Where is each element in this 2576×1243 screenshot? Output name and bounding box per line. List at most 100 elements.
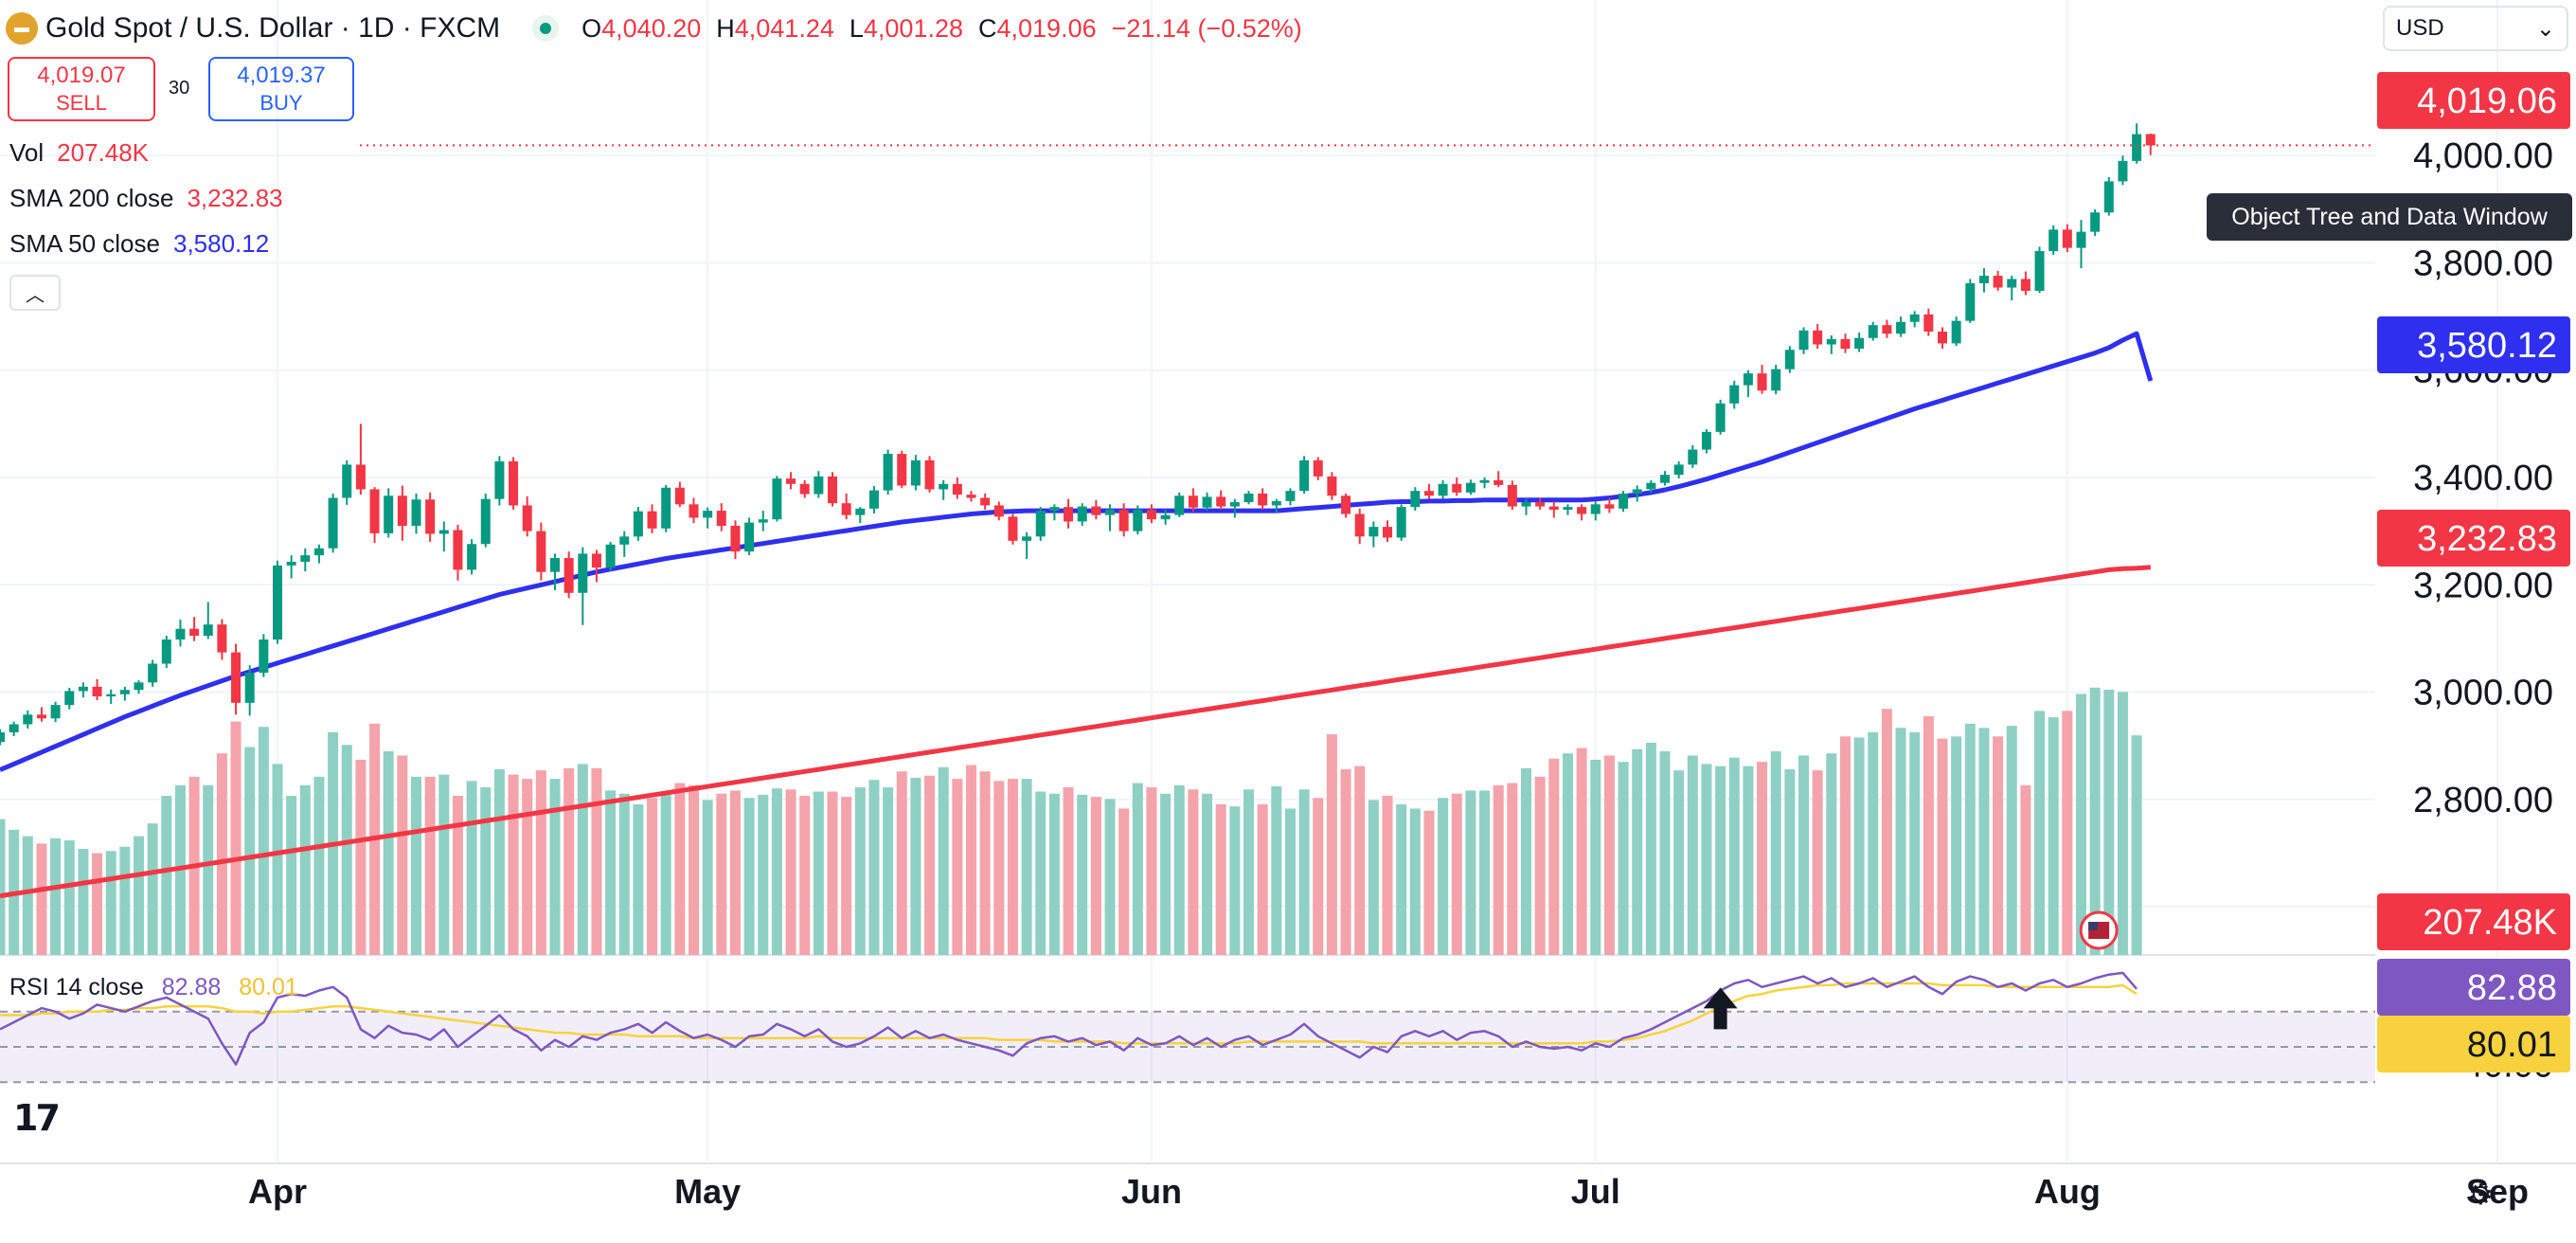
candle (980, 493, 991, 510)
candle (203, 602, 213, 640)
volume-bar (216, 753, 227, 955)
candle-body (1521, 502, 1531, 507)
volume-legend[interactable]: Vol 207.48K (9, 138, 149, 168)
close-value: 4,019.06 (996, 13, 1097, 43)
candle (273, 560, 282, 644)
candle (1299, 456, 1310, 494)
rsi-badge-text: 82.88 (2467, 968, 2557, 1008)
candle (591, 549, 601, 583)
object-tree-tooltip: Object Tree and Data Window (2207, 193, 2572, 241)
candle-body (1258, 493, 1268, 506)
sma200-legend[interactable]: SMA 200 close 3,232.83 (9, 184, 283, 213)
volume-bar (1465, 790, 1476, 955)
candle-body (814, 476, 824, 495)
candle (952, 477, 962, 499)
candle-body (924, 459, 935, 490)
volume-bar (1784, 769, 1796, 955)
volume-bar (1048, 793, 1060, 955)
high-key: H (716, 13, 735, 43)
candle (1091, 499, 1101, 520)
candle (1743, 369, 1753, 398)
volume-bar (1993, 736, 2004, 955)
candle-body (1341, 495, 1351, 514)
candle (633, 507, 643, 541)
candle-body (1022, 536, 1032, 541)
candle-body (355, 464, 366, 490)
tradingview-logo-icon[interactable]: 17 (13, 1097, 61, 1139)
candle-body (36, 714, 46, 719)
candle-body (50, 705, 61, 719)
candle-body (509, 461, 519, 506)
volume-bar (633, 803, 644, 955)
currency-select[interactable]: USD ⌄ (2383, 6, 2568, 51)
sma50-legend[interactable]: SMA 50 close 3,580.12 (9, 229, 269, 259)
candle (480, 493, 491, 548)
candle (1383, 520, 1392, 542)
candle-body (1452, 483, 1462, 493)
settings-icon[interactable]: ⚙ (2468, 1180, 2494, 1211)
volume-bar (203, 784, 214, 955)
symbol-title[interactable]: Gold Spot / U.S. Dollar · 1D · FXCM (45, 12, 501, 44)
chart-header: ▬ Gold Spot / U.S. Dollar · 1D · FXCM O4… (6, 8, 1302, 49)
candle (1354, 508, 1365, 545)
buy-button[interactable]: 4,019.37 BUY (208, 57, 354, 121)
candle-body (772, 478, 782, 520)
collapse-legend-button[interactable]: ︿ (9, 275, 61, 311)
x-tick-label: Jun (1121, 1172, 1182, 1211)
x-tick-label: Apr (248, 1172, 307, 1211)
candle-body (2103, 181, 2114, 213)
rsi-legend[interactable]: RSI 14 close 82.88 80.01 (9, 974, 298, 1001)
candle-body (2020, 279, 2030, 291)
candle (36, 707, 46, 722)
volume-bar (868, 780, 880, 955)
volume-bar (105, 851, 116, 955)
candle (23, 710, 33, 730)
volume-bar (2103, 690, 2115, 955)
candle-body (1494, 479, 1504, 485)
candle (425, 492, 436, 542)
candle-body (1840, 338, 1851, 350)
candle (189, 617, 200, 641)
volume-bar (1576, 748, 1587, 955)
volume-bar (1035, 791, 1046, 955)
candle-body (467, 544, 477, 570)
volume-bar (1951, 736, 1962, 955)
candle (217, 619, 227, 660)
volume-bar (1007, 779, 1018, 955)
volume-bar (244, 747, 256, 955)
candle (1494, 471, 1504, 488)
candle (161, 636, 171, 669)
volume-bar (549, 779, 561, 955)
volume-bar (1298, 789, 1310, 955)
candle (661, 484, 671, 532)
sell-button[interactable]: 4,019.07 SELL (8, 57, 155, 121)
volume-bar (63, 840, 75, 955)
candle (1701, 429, 1711, 454)
volume-bar (1715, 766, 1726, 955)
volume-bar (397, 755, 408, 955)
candle-body (744, 522, 755, 552)
candle (799, 479, 810, 498)
volume-bar (50, 838, 62, 955)
volume-bar (1063, 787, 1074, 955)
candle (0, 729, 5, 746)
candle (1673, 461, 1684, 479)
volume-bar (1340, 769, 1351, 955)
candle (1798, 327, 1809, 354)
volume-bar (2117, 692, 2128, 955)
volume-bar (1798, 755, 1809, 955)
candle-body (550, 557, 560, 572)
volume-bar (1853, 737, 1865, 955)
candle (342, 459, 352, 505)
candle (1660, 471, 1670, 486)
volume-badge-text: 207.48K (2423, 903, 2557, 943)
candle (1757, 365, 1767, 394)
volume-bar (1673, 770, 1685, 955)
candle (1341, 493, 1351, 518)
candle-body (438, 530, 449, 534)
candle-body (1243, 493, 1254, 503)
market-status-icon[interactable] (532, 15, 560, 42)
candle (1965, 279, 1976, 323)
candle-body (1077, 506, 1087, 522)
